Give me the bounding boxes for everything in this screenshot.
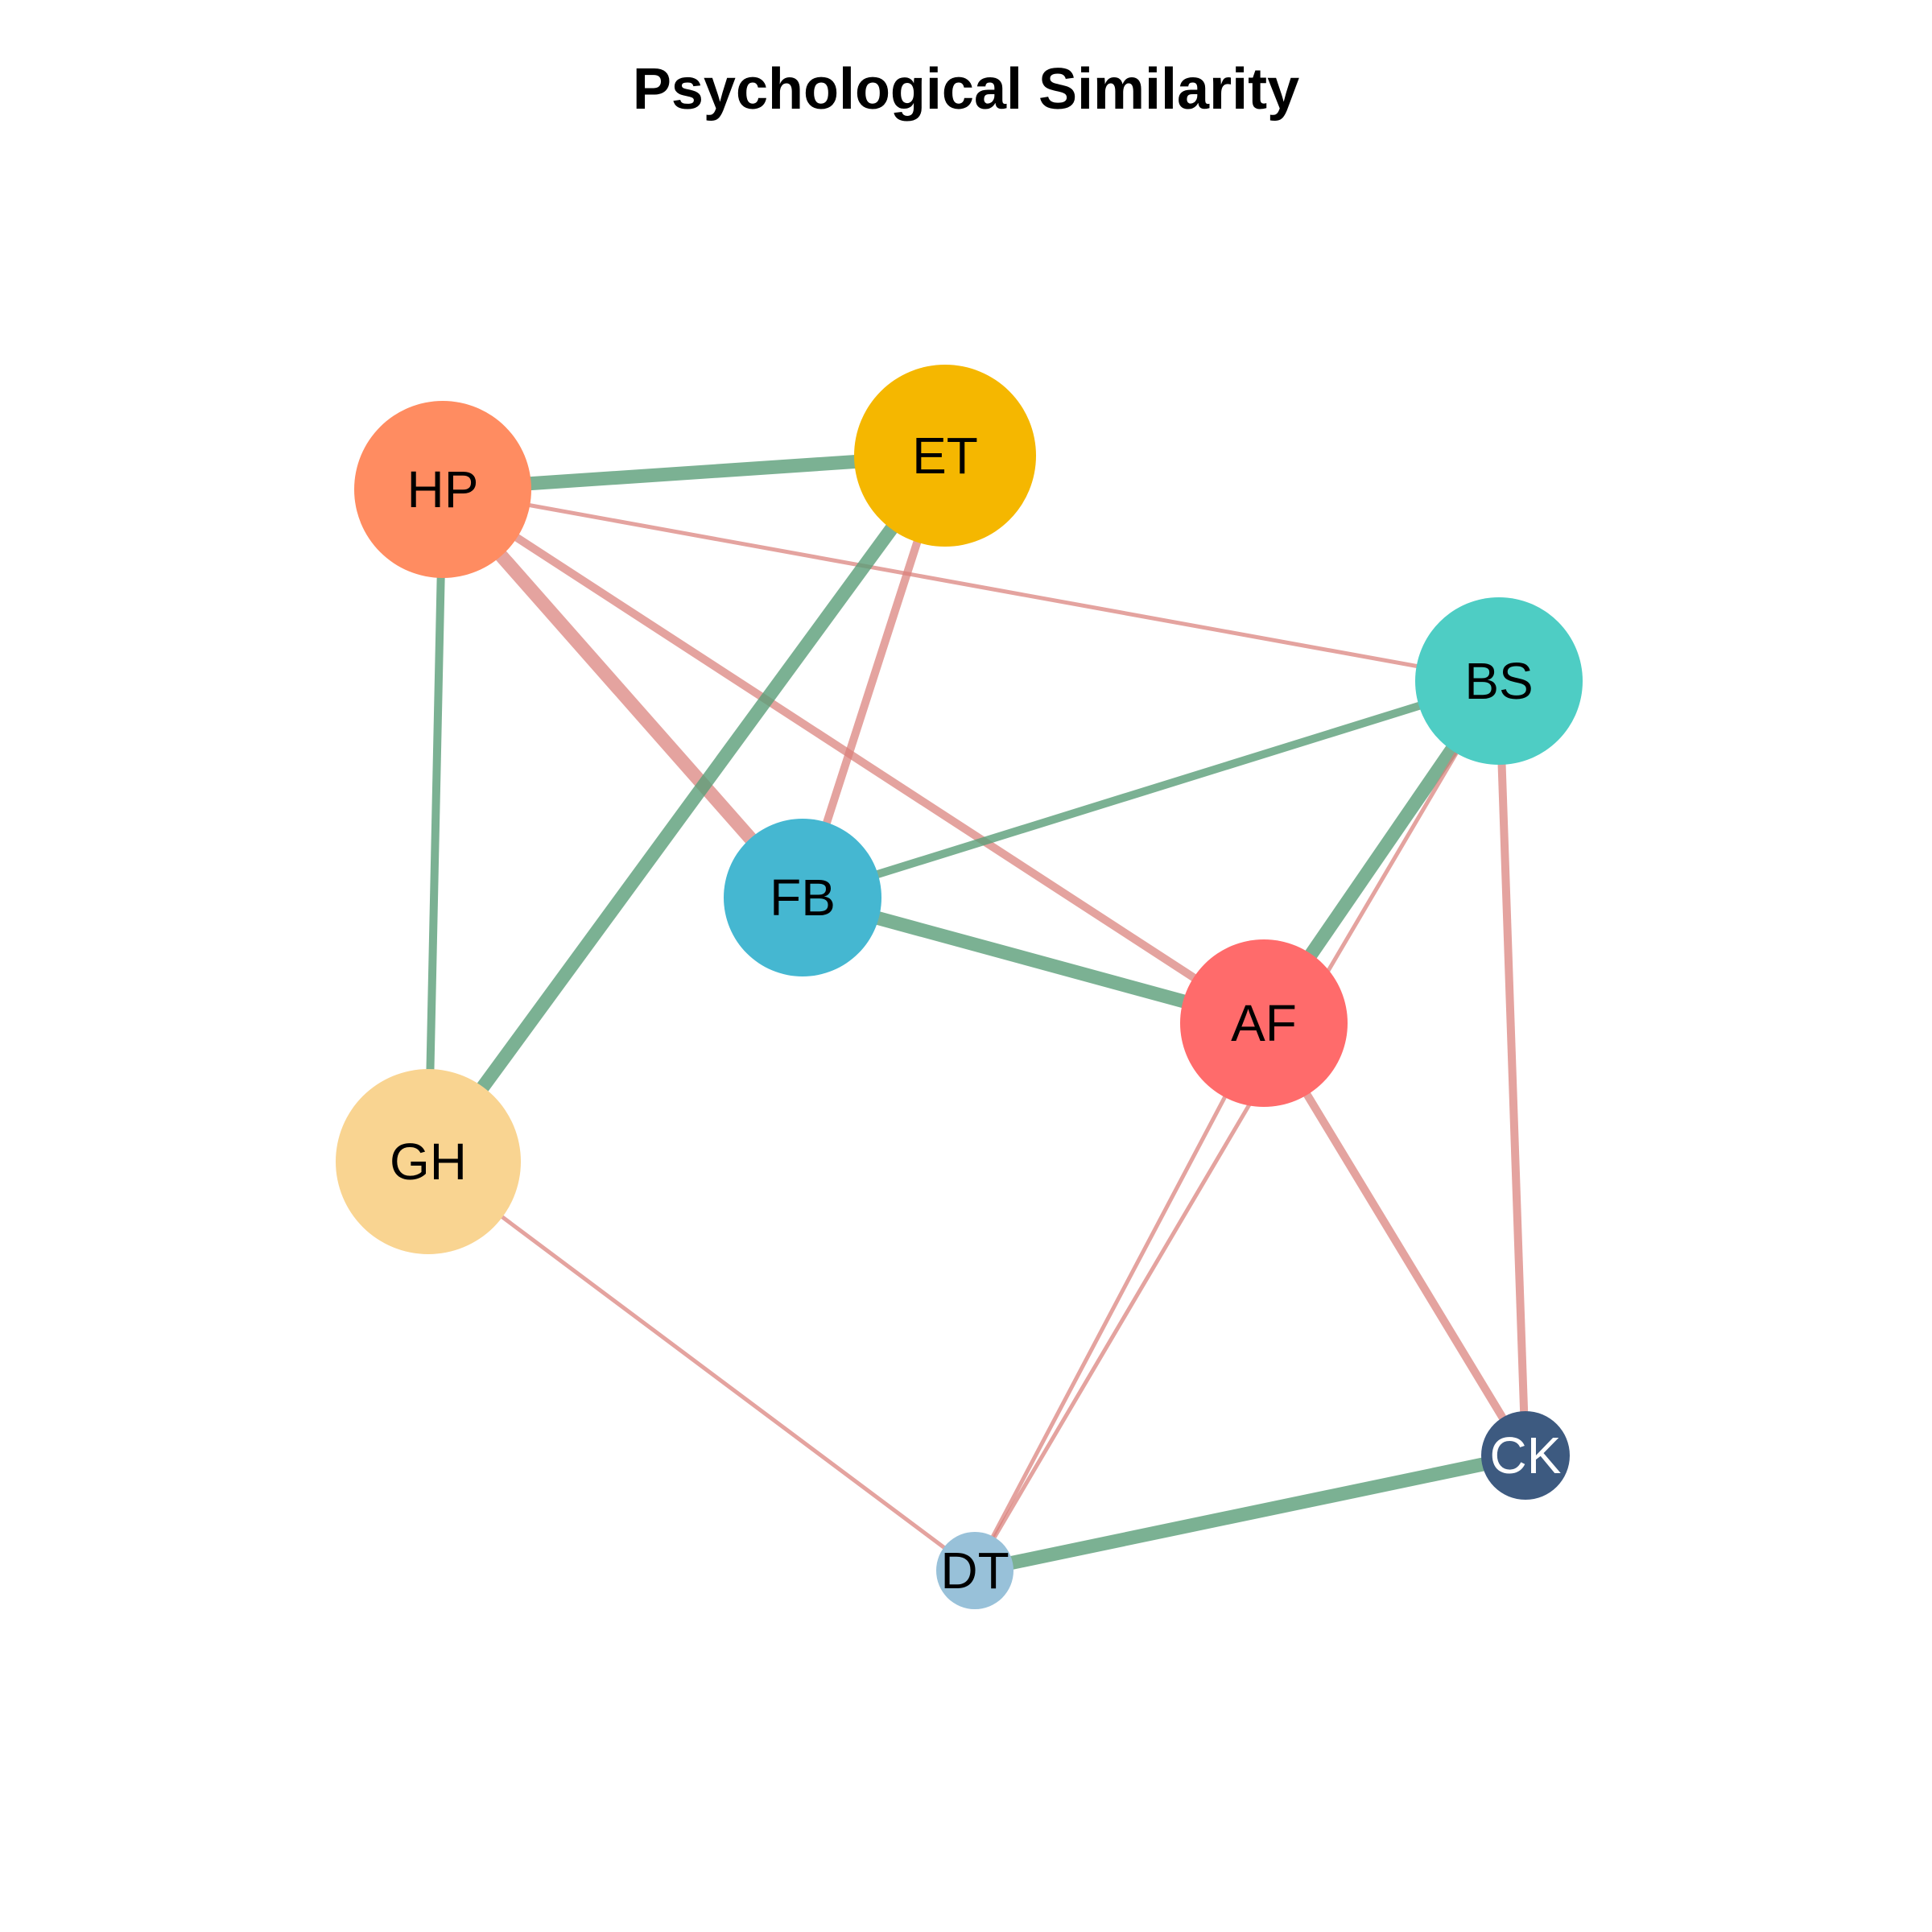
- node-dt: DT: [936, 1532, 1013, 1609]
- node-circle-et: [854, 365, 1036, 547]
- node-layer: HP ET BS FB AF GH CK DT: [336, 365, 1583, 1609]
- edge-et-gh: [423, 451, 951, 1166]
- node-label-et: ET: [912, 427, 978, 485]
- edge-gh-dt: [427, 1159, 976, 1573]
- node-circle-fb: [724, 819, 881, 976]
- edge-layer: [423, 448, 1530, 1578]
- edge-bs-dt: [972, 679, 1501, 1572]
- edge-bs-ck: [1495, 680, 1530, 1456]
- node-label-af: AF: [1231, 994, 1297, 1052]
- node-label-gh: GH: [390, 1133, 467, 1191]
- edge-hp-gh: [424, 489, 447, 1162]
- node-et: ET: [854, 365, 1036, 547]
- node-af: AF: [1180, 939, 1348, 1107]
- node-circle-ck: [1481, 1411, 1570, 1500]
- edge-bs-fb: [801, 677, 1501, 902]
- node-circle-gh: [336, 1069, 521, 1254]
- node-circle-bs: [1415, 597, 1583, 765]
- node-label-dt: DT: [940, 1542, 1009, 1600]
- edge-af-ck: [1260, 1021, 1530, 1458]
- node-bs: BS: [1415, 597, 1583, 765]
- node-circle-hp: [354, 401, 531, 578]
- edge-hp-bs: [442, 487, 1500, 683]
- page-title: Psychological Similarity: [632, 57, 1300, 122]
- edge-hp-fb: [437, 485, 808, 902]
- node-gh: GH: [336, 1069, 521, 1254]
- node-circle-af: [1180, 939, 1348, 1107]
- node-hp: HP: [354, 401, 531, 578]
- edge-af-dt: [972, 1022, 1266, 1572]
- node-circle-dt: [936, 1532, 1013, 1609]
- node-label-ck: CK: [1490, 1426, 1562, 1484]
- node-label-fb: FB: [770, 869, 836, 927]
- node-label-hp: HP: [407, 460, 479, 518]
- edge-dt-ck: [973, 1448, 1527, 1578]
- node-fb: FB: [724, 819, 881, 976]
- edge-hp-af: [440, 485, 1266, 1027]
- node-label-bs: BS: [1464, 652, 1533, 710]
- node-ck: CK: [1481, 1411, 1570, 1500]
